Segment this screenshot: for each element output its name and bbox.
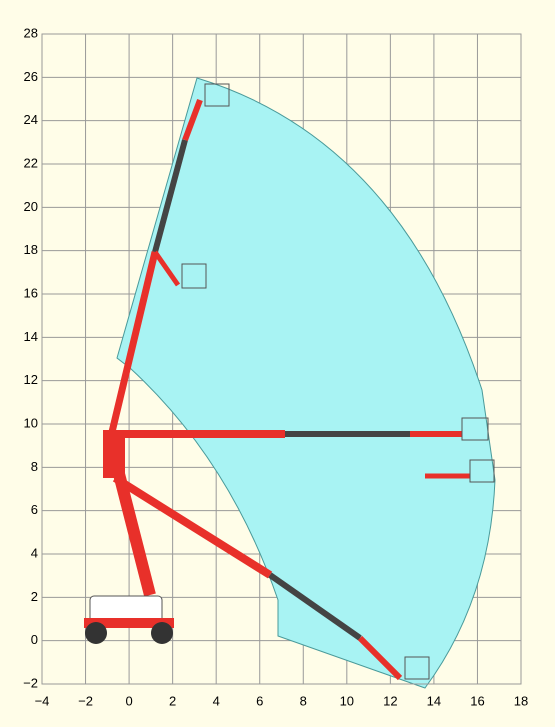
y-tick-label: 24 xyxy=(24,112,38,127)
jib xyxy=(152,250,181,287)
chassis-frame xyxy=(84,618,174,628)
wheel xyxy=(151,622,173,644)
y-tick-label: 18 xyxy=(24,242,38,257)
x-tick-label: 0 xyxy=(125,693,132,708)
wheel xyxy=(85,622,107,644)
jib xyxy=(182,98,203,142)
y-tick-label: 14 xyxy=(24,329,38,344)
y-tick-label: 8 xyxy=(31,459,38,474)
x-tick-label: 16 xyxy=(470,693,484,708)
basket xyxy=(204,83,230,107)
y-tick-label: 2 xyxy=(31,589,38,604)
x-tick-label: −4 xyxy=(35,693,50,708)
pivot xyxy=(103,430,125,478)
boom xyxy=(108,251,159,433)
x-tick-label: 10 xyxy=(340,693,354,708)
basket xyxy=(404,656,430,680)
x-tick-label: 18 xyxy=(514,693,528,708)
x-tick-label: 12 xyxy=(383,693,397,708)
y-tick-label: 26 xyxy=(24,69,38,84)
boom-positions xyxy=(84,83,495,681)
y-tick-label: 4 xyxy=(31,545,38,560)
basket xyxy=(469,459,495,483)
y-tick-label: 12 xyxy=(24,372,38,387)
y-tick-label: 10 xyxy=(24,415,38,430)
jib xyxy=(357,635,403,681)
boom xyxy=(112,474,273,579)
y-tick-label: 20 xyxy=(24,199,38,214)
x-tick-label: −2 xyxy=(78,693,93,708)
x-tick-label: 6 xyxy=(256,693,263,708)
y-tick-label: 6 xyxy=(31,502,38,517)
x-tick-label: 14 xyxy=(427,693,441,708)
y-tick-label: 28 xyxy=(24,25,38,40)
y-tick-label: 16 xyxy=(24,285,38,300)
basket xyxy=(461,417,489,441)
y-tick-label: 22 xyxy=(24,155,38,170)
plot-frame xyxy=(41,33,522,685)
boom xyxy=(268,572,362,641)
x-tick-label: 8 xyxy=(300,693,307,708)
x-tick-label: 2 xyxy=(169,693,176,708)
boom xyxy=(152,139,188,253)
y-tick-label: −2 xyxy=(23,675,38,690)
x-tick-label: 4 xyxy=(213,693,220,708)
basket xyxy=(181,263,207,289)
y-tick-label: 0 xyxy=(31,632,38,647)
working-envelope xyxy=(116,77,496,689)
riser xyxy=(112,468,156,597)
